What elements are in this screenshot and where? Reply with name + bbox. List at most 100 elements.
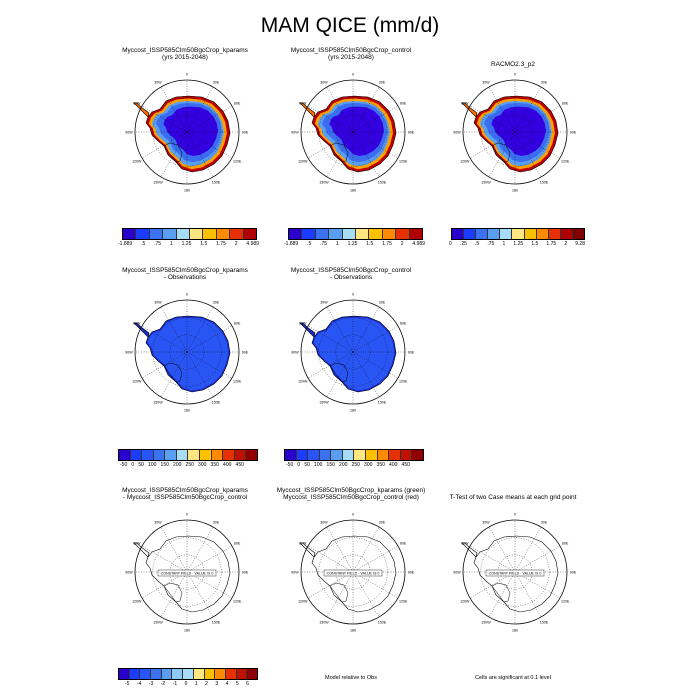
colorbar-swatch xyxy=(302,229,316,239)
longitude-label: 30E xyxy=(379,520,386,524)
longitude-label: 150E xyxy=(378,181,387,185)
longitude-label: 90W xyxy=(291,131,299,135)
longitude-label: 30W xyxy=(154,80,162,84)
colorbar-tick-label: .25 xyxy=(459,241,467,247)
longitude-label: 120W xyxy=(298,600,308,604)
longitude-label: 180 xyxy=(350,189,356,193)
polar-map-green-red: 0 30E 60E 90E 120E 150E 180 150W 120W 90W 60W 30W CO… xyxy=(288,507,418,637)
longitude-label: 120W xyxy=(298,160,308,164)
colorbar-swatch xyxy=(308,450,320,460)
colorbar-swatch xyxy=(366,450,378,460)
longitude-label: 180 xyxy=(184,189,190,193)
colorbar-tick-label: .75 xyxy=(320,241,328,247)
colorbar-swatch xyxy=(119,669,130,679)
colorbar-tick-label: -5 xyxy=(125,681,130,687)
colorbar-1 xyxy=(122,228,257,240)
longitude-label: 30E xyxy=(379,300,386,304)
colorbar-tick-label: .5 xyxy=(141,241,146,247)
longitude-label: 150E xyxy=(212,401,221,405)
colorbar-swatch xyxy=(247,669,257,679)
colorbar-2 xyxy=(288,228,423,240)
colorbar-tick-label: 1.25 xyxy=(181,241,192,247)
colorbar-tick-label: 200 xyxy=(339,462,348,468)
longitude-label: 150W xyxy=(319,181,329,185)
longitude-label: 60E xyxy=(400,322,407,326)
colorbar-swatch xyxy=(176,450,189,460)
longitude-label: 60W xyxy=(299,542,307,546)
longitude-label: 150E xyxy=(378,621,387,625)
colorbar-tick-label: 1 xyxy=(169,241,173,247)
colorbar-tick-label: 350 xyxy=(376,462,385,468)
longitude-label: 60W xyxy=(133,102,141,106)
colorbar-labels-1: -1.889 .5 .75 1 1.25 1.5 1.75 2 4.989 xyxy=(118,241,259,247)
colorbar-tick-label: -50 xyxy=(286,462,294,468)
colorbar-swatch xyxy=(500,229,513,239)
colorbar-swatch xyxy=(188,450,201,460)
colorbar-swatch xyxy=(342,229,357,239)
colorbar-swatch xyxy=(130,450,143,460)
colorbar-swatch xyxy=(369,229,383,239)
longitude-label: 30W xyxy=(320,80,328,84)
longitude-label: 0 xyxy=(186,73,188,77)
longitude-label: 0 xyxy=(514,513,516,517)
longitude-label: 150E xyxy=(540,181,549,185)
colorbar-5 xyxy=(284,449,424,461)
longitude-label: 120E xyxy=(399,160,408,164)
longitude-label: 60E xyxy=(234,542,241,546)
longitude-label: 30W xyxy=(482,80,490,84)
colorbar-tick-label: 4.989 xyxy=(246,241,259,247)
longitude-label: 90E xyxy=(570,571,577,575)
colorbar-swatch xyxy=(476,229,489,239)
longitude-label: 30W xyxy=(154,300,162,304)
colorbar-swatch xyxy=(142,450,154,460)
colorbar-tick-label: 350 xyxy=(210,462,219,468)
colorbar-tick-label: 150 xyxy=(160,462,169,468)
colorbar-tick-label: -2 xyxy=(160,681,166,687)
longitude-label: 90W xyxy=(453,571,461,575)
longitude-label: 60W xyxy=(461,542,469,546)
longitude-label: 150W xyxy=(153,401,163,405)
longitude-label: 150E xyxy=(212,181,221,185)
longitude-label: 180 xyxy=(350,629,356,633)
colorbar-tick-label: 400 xyxy=(223,462,232,468)
constant-field-label: CONSTANT FIELD - VALUE IS 0 xyxy=(327,572,380,576)
longitude-label: 150W xyxy=(153,181,163,185)
colorbar-tick-label: -50 xyxy=(120,462,128,468)
colorbar-tick-label: 0 xyxy=(449,241,452,247)
panel-title-8: T-Test of two Case means at each grid po… xyxy=(449,494,577,501)
colorbar-swatch xyxy=(319,450,332,460)
colorbar-labels-3: 0 .25 .5 .75 1 1.25 1.5 1.75 2 9.28 xyxy=(449,241,585,247)
longitude-label: 60E xyxy=(400,542,407,546)
longitude-label: 180 xyxy=(184,629,190,633)
longitude-label: 0 xyxy=(186,513,188,517)
colorbar-labels-2: -1.889 .5 .75 1 1.25 1.5 1.75 2 4.989 xyxy=(284,241,425,247)
colorbar-tick-label: 1.75 xyxy=(382,241,392,247)
longitude-label: 120W xyxy=(132,380,142,384)
colorbar-swatch xyxy=(216,229,231,239)
colorbar-tick-label: 9.28 xyxy=(575,241,585,247)
colorbar-tick-label: .5 xyxy=(307,241,312,247)
colorbar-swatch xyxy=(215,669,226,679)
polar-map-case-difference: 0 30E 60E 90E 120E 150E 180 150W 120W 90W 60W 30W CO… xyxy=(122,507,252,637)
colorbar-tick-label: 4.989 xyxy=(412,241,425,247)
colorbar-tick-label: 6 xyxy=(246,681,249,687)
longitude-label: 120E xyxy=(561,600,570,604)
longitude-label: 120E xyxy=(399,380,408,384)
panel-title-2: Myccost_ISSP585Clm50BgcCrop_control (yrs… xyxy=(290,47,412,61)
colorbar-tick-label: 2 xyxy=(205,681,208,687)
colorbar-swatch xyxy=(165,450,177,460)
colorbar-swatch xyxy=(203,229,217,239)
colorbar-tick-label: 1 xyxy=(194,681,198,687)
longitude-label: 90E xyxy=(408,131,415,135)
colorbar-tick-label: -1.889 xyxy=(284,241,299,247)
longitude-label: 150E xyxy=(540,621,549,625)
longitude-label: 60E xyxy=(234,102,241,106)
colorbar-swatch xyxy=(223,450,235,460)
longitude-label: 0 xyxy=(514,73,516,77)
longitude-label: 120E xyxy=(399,600,408,604)
colorbar-tick-label: 0 xyxy=(184,681,188,687)
longitude-label: 30E xyxy=(379,80,386,84)
colorbar-swatch xyxy=(140,669,152,679)
colorbar-swatch xyxy=(342,450,355,460)
colorbar-tick-label: 5 xyxy=(235,681,239,687)
